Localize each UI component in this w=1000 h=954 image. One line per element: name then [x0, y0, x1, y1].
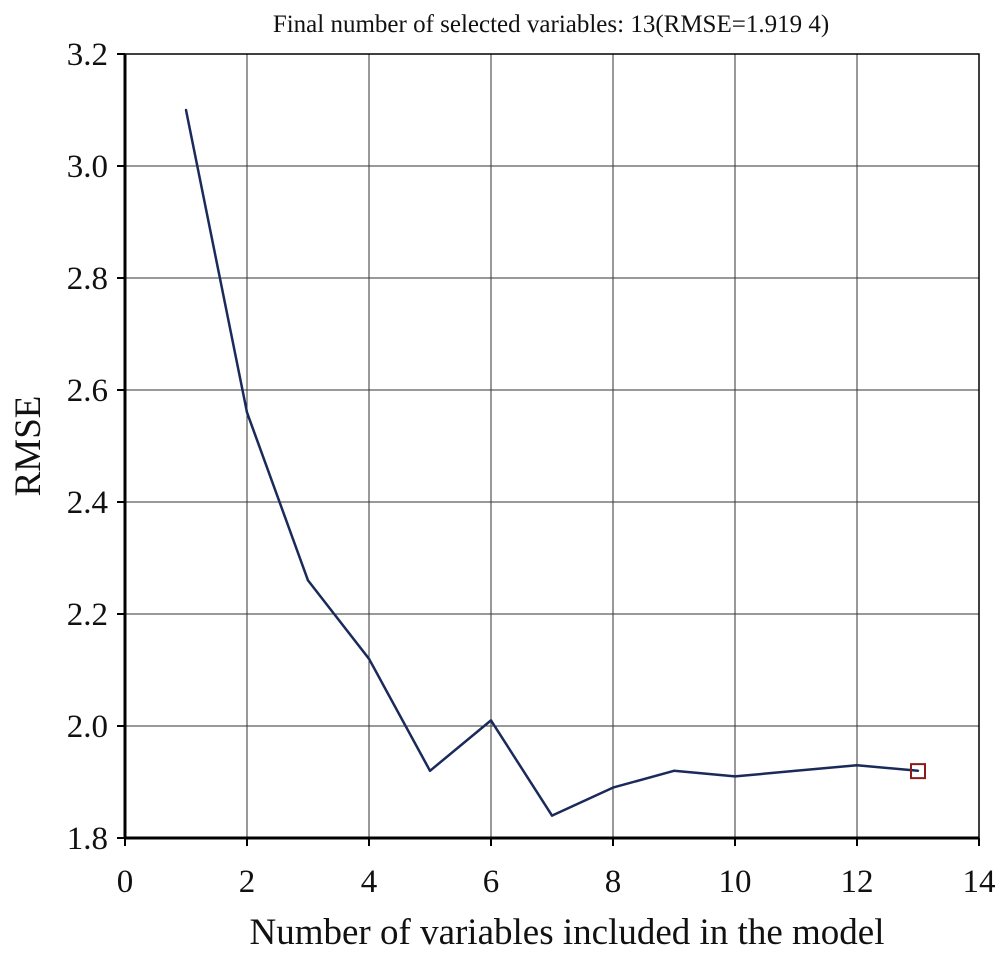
tick-labels: 0 2 4 6 8 10 12 14 1.8 2.0 2.2 2.4 2.6 2.8 3.0 3.2: [67, 37, 996, 900]
data-point: [428, 769, 432, 772]
x-tick-label: 10: [719, 864, 752, 900]
plot-frame: [124, 53, 980, 839]
grid-lines: [125, 54, 979, 838]
data-point: [855, 764, 859, 767]
data-point: [367, 657, 371, 660]
data-point: [550, 814, 554, 817]
data-point: [611, 786, 615, 789]
data-point: [733, 775, 737, 778]
y-tick-label: 2.4: [67, 485, 108, 521]
data-point: [672, 769, 676, 772]
y-tick-label: 3.0: [67, 149, 108, 185]
x-axis-label: Number of variables included in the mode…: [250, 912, 885, 953]
data-point: [916, 769, 920, 772]
series-layer: [184, 108, 926, 817]
y-tick-label: 2.2: [67, 597, 108, 633]
selected-point-marker: [910, 763, 926, 780]
data-point: [245, 411, 249, 414]
x-tick-label: 12: [841, 864, 874, 900]
data-point: [489, 719, 493, 722]
data-point: [794, 769, 798, 772]
y-tick-label: 2.6: [67, 373, 108, 409]
x-tick-label: 6: [483, 864, 500, 900]
x-tick-label: 2: [239, 864, 256, 900]
y-tick-label: 2.0: [67, 709, 108, 745]
y-tick-label: 2.8: [67, 261, 108, 297]
series-line: [184, 109, 919, 817]
y-tick-label: 3.2: [67, 37, 108, 73]
axes: [117, 53, 980, 846]
x-tick-label: 0: [117, 864, 134, 900]
chart-title: Final number of selected variables: 13(R…: [273, 11, 829, 38]
data-point: [184, 108, 188, 112]
y-tick-label: 1.8: [67, 821, 108, 857]
data-point: [306, 579, 310, 582]
x-tick-label: 8: [605, 864, 622, 900]
x-tick-label: 4: [361, 864, 378, 900]
x-tick-label: 14: [963, 864, 996, 900]
y-axis-label: RMSE: [8, 396, 49, 497]
